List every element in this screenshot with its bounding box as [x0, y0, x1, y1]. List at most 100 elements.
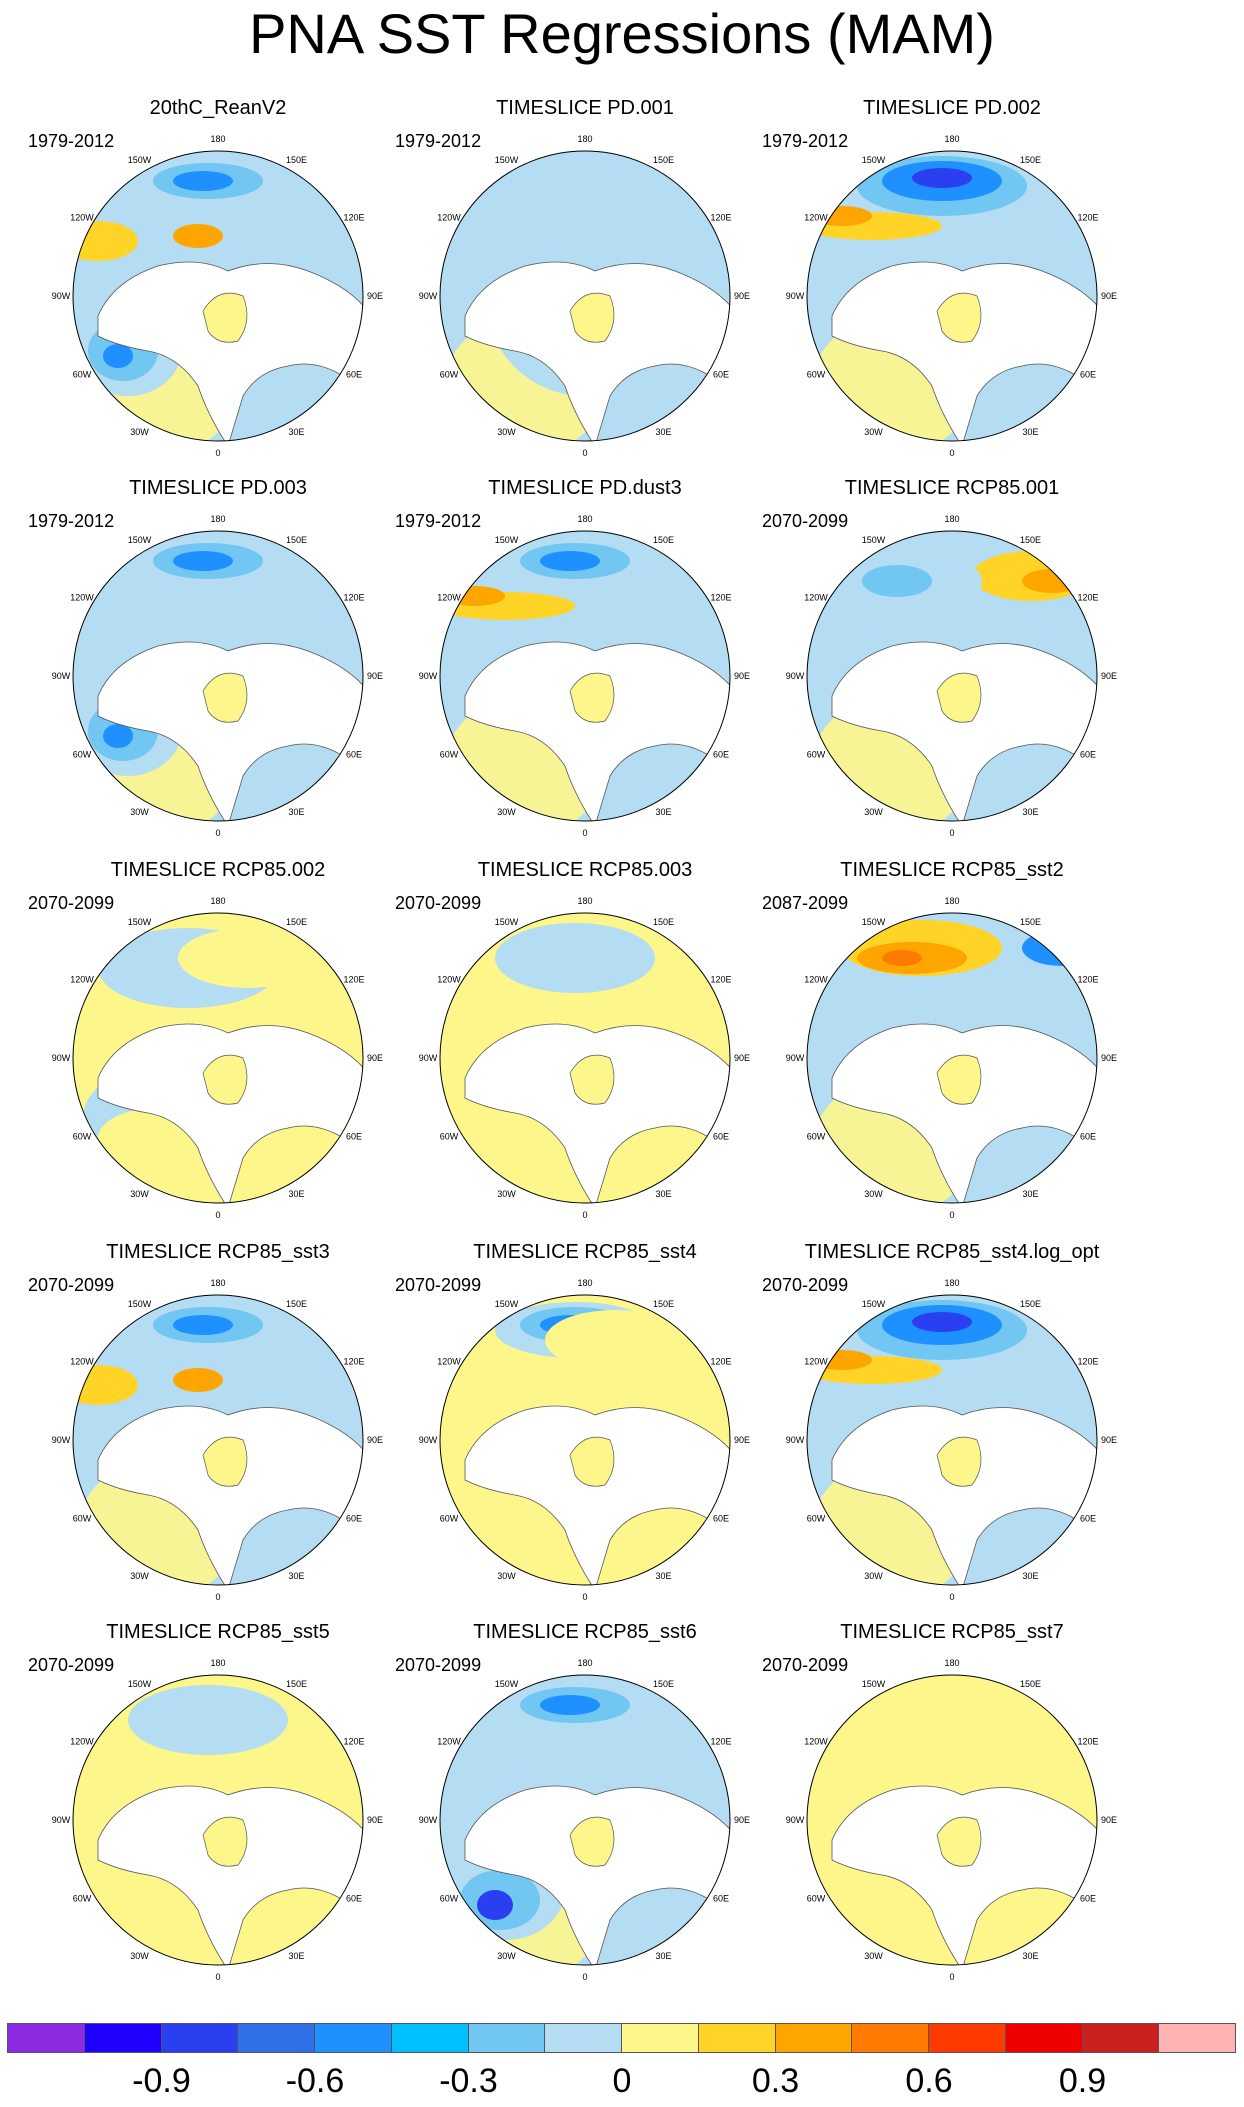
longitude-label: 0: [582, 1592, 587, 1602]
longitude-label: 120W: [70, 593, 94, 603]
longitude-label: 120W: [437, 593, 461, 603]
greenland: [569, 1816, 615, 1867]
longitude-label: 120E: [343, 213, 364, 223]
longitude-label: 150W: [128, 155, 152, 165]
colorbar-box: [237, 2023, 315, 2053]
longitude-label: 180: [577, 1278, 592, 1288]
longitude-label: 60W: [73, 1514, 92, 1524]
longitude-label: 90E: [1101, 291, 1117, 301]
panel-title: TIMESLICE RCP85_sst4.log_opt: [804, 1241, 1100, 1263]
anomaly-contour: [540, 1695, 600, 1715]
longitude-label: 90W: [52, 671, 71, 681]
panel-title: TIMESLICE RCP85_sst2: [840, 859, 1064, 881]
longitude-label: 150W: [862, 535, 886, 545]
longitude-label: 60W: [440, 1132, 459, 1142]
longitude-label: 90E: [367, 1053, 383, 1063]
longitude-label: 180: [944, 1658, 959, 1668]
longitude-label: 90W: [786, 1815, 805, 1825]
longitude-label: 60W: [440, 370, 459, 380]
greenland: [936, 1054, 982, 1105]
longitude-label: 30W: [864, 807, 883, 817]
map-border: [806, 530, 1098, 822]
longitude-label: 60W: [73, 750, 92, 760]
colorbar-tick-label: 0.6: [905, 2062, 953, 2100]
longitude-label: 150W: [128, 1299, 152, 1309]
map-border: [439, 530, 731, 822]
longitude-label: 180: [210, 896, 225, 906]
longitude-label: 30E: [288, 807, 304, 817]
longitude-label: 60W: [440, 1894, 459, 1904]
map-panel: 180 150E 120E 90E 60E 30E 0 30W 60W 90W 120W 150W TI…: [28, 858, 408, 1238]
polar-map: 180 150E 120E 90E 60E 30E 0 30W 60W 90W 120W 150W: [419, 1278, 750, 1602]
longitude-label: 60W: [807, 1514, 826, 1524]
longitude-label: 90W: [786, 291, 805, 301]
longitude-label: 60E: [1080, 1894, 1096, 1904]
map-border: [72, 1674, 364, 1966]
longitude-label: 30W: [864, 1951, 883, 1961]
anomaly-contour: [540, 551, 600, 571]
longitude-label: 0: [949, 1592, 954, 1602]
longitude-label: 180: [944, 896, 959, 906]
longitude-label: 150E: [286, 1679, 307, 1689]
panel-title: TIMESLICE PD.001: [496, 97, 674, 119]
map-panel: 180 150E 120E 90E 60E 30E 0 30W 60W 90W 120W 150W TI…: [762, 476, 1142, 856]
greenland: [936, 672, 982, 723]
longitude-label: 30E: [655, 1189, 671, 1199]
longitude-label: 90W: [52, 1815, 71, 1825]
longitude-label: 150E: [653, 1299, 674, 1309]
longitude-label: 150E: [286, 155, 307, 165]
anomaly-contour: [73, 221, 138, 261]
longitude-label: 180: [210, 514, 225, 524]
panel-period: 2070-2099: [395, 1275, 482, 1295]
anomaly-contour: [912, 1312, 972, 1332]
anomaly-contour: [862, 565, 932, 597]
anomaly-contour: [477, 1890, 513, 1920]
longitude-label: 30E: [1022, 1571, 1038, 1581]
longitude-label: 30E: [288, 1189, 304, 1199]
longitude-label: 60W: [73, 370, 92, 380]
longitude-label: 90E: [367, 671, 383, 681]
longitude-label: 30E: [288, 1571, 304, 1581]
longitude-label: 180: [944, 134, 959, 144]
longitude-label: 150E: [653, 535, 674, 545]
map-panel: 180 150E 120E 90E 60E 30E 0 30W 60W 90W 120W 150W TI…: [28, 1620, 408, 2000]
longitude-label: 60W: [807, 1894, 826, 1904]
greenland: [202, 1436, 248, 1487]
longitude-label: 120W: [437, 1737, 461, 1747]
colorbar-box: [851, 2023, 929, 2053]
longitude-label: 60E: [346, 1894, 362, 1904]
panel-title: TIMESLICE PD.003: [129, 477, 307, 499]
longitude-label: 90E: [1101, 1815, 1117, 1825]
longitude-label: 30W: [497, 807, 516, 817]
map-panel: 180 150E 120E 90E 60E 30E 0 30W 60W 90W 120W 150W TI…: [762, 858, 1142, 1238]
longitude-label: 150W: [862, 1679, 886, 1689]
longitude-label: 0: [582, 828, 587, 838]
greenland: [936, 1436, 982, 1487]
greenland: [202, 1816, 248, 1867]
longitude-label: 120E: [343, 1357, 364, 1367]
longitude-label: 90W: [419, 291, 438, 301]
longitude-label: 150E: [286, 917, 307, 927]
polar-map: 180 150E 120E 90E 60E 30E 0 30W 60W 90W 120W 150W: [786, 134, 1117, 458]
longitude-label: 0: [949, 1972, 954, 1982]
longitude-label: 150E: [286, 1299, 307, 1309]
map-border: [72, 1294, 364, 1586]
map-border: [72, 530, 364, 822]
longitude-label: 150E: [1020, 1679, 1041, 1689]
longitude-label: 30W: [864, 427, 883, 437]
longitude-label: 0: [215, 1972, 220, 1982]
colorbar-box: [928, 2023, 1006, 2053]
map-panel: 180 150E 120E 90E 60E 30E 0 30W 60W 90W 120W 150W TI…: [762, 1620, 1142, 2000]
longitude-label: 30W: [130, 1951, 149, 1961]
anomaly-contour: [173, 224, 223, 248]
longitude-label: 180: [210, 134, 225, 144]
longitude-label: 90E: [367, 291, 383, 301]
map-panel: 180 150E 120E 90E 60E 30E 0 30W 60W 90W 120W 150W TI…: [28, 1240, 408, 1620]
longitude-label: 150E: [653, 155, 674, 165]
longitude-label: 60E: [346, 1132, 362, 1142]
panel-title: TIMESLICE RCP85_sst6: [473, 1621, 697, 1643]
panel-period: 1979-2012: [28, 131, 115, 151]
map-border: [72, 912, 364, 1204]
longitude-label: 30W: [864, 1189, 883, 1199]
colorbar-box: [1081, 2023, 1160, 2053]
